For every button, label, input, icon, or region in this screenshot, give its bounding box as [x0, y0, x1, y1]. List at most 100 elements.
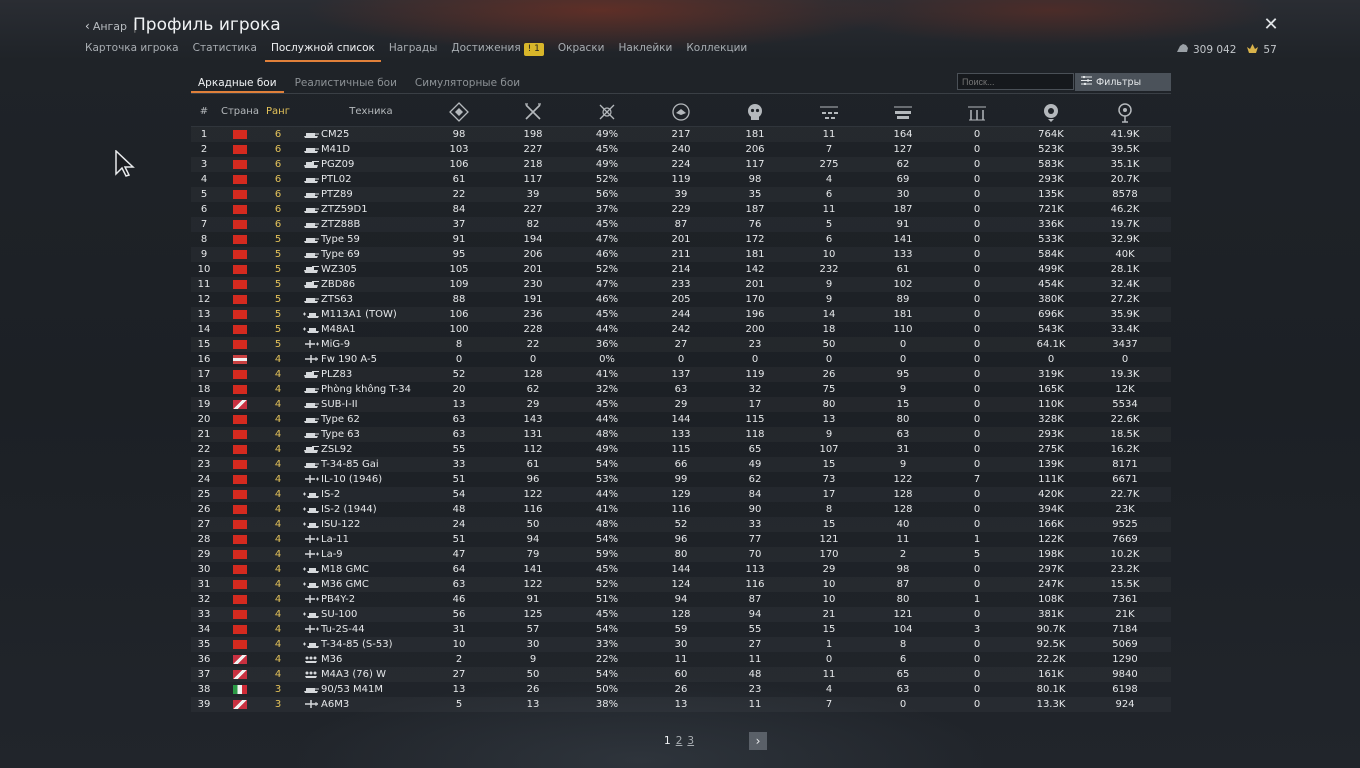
- stat-value: 46.2K: [1110, 204, 1140, 215]
- silver-lions-icon: [1176, 43, 1189, 57]
- table-row[interactable]: 4 6 PTL02 61 117 52% 119 98 4 69 0 293K 20.7K: [191, 172, 1171, 187]
- table-row[interactable]: 15 5 MiG-9 8 22 36% 27 23 50 0 0 64.1K 3437: [191, 337, 1171, 352]
- air-kills-icon[interactable]: [817, 101, 841, 123]
- table-row[interactable]: 25 4 IS-2 54 122 44% 129 84 17 128 0 420K 22.7K: [191, 487, 1171, 502]
- table-row[interactable]: 31 4 M36 GMC 63 122 52% 124 116 10 87 0 247K 15.5K: [191, 577, 1171, 592]
- table-row[interactable]: 27 4 ISU-122 24 50 48% 52 33 15 40 0 166K 9525: [191, 517, 1171, 532]
- tab-4[interactable]: Достижения! 1: [451, 40, 544, 62]
- stat-value: 8171: [1112, 459, 1138, 470]
- table-row[interactable]: 13 5 M113A1 (TOW) 106 236 45% 244 196 14 181 0 696K…: [191, 307, 1171, 322]
- table-row[interactable]: 8 5 Type 59 91 194 47% 201 172 6 141 0 533K 32.9K: [191, 232, 1171, 247]
- table-row[interactable]: 26 4 IS-2 (1944) 48 116 41% 116 90 8 128 0 394K 23K: [191, 502, 1171, 517]
- mode-tab-2[interactable]: Симуляторные бои: [414, 77, 521, 89]
- table-row[interactable]: 30 4 M18 GMC 64 141 45% 144 113 29 98 0 297K 23.2K: [191, 562, 1171, 577]
- row-number: 7: [200, 219, 208, 230]
- header-vehicle[interactable]: Техника: [349, 106, 393, 117]
- page-1-link[interactable]: 1: [664, 735, 671, 747]
- tab-7[interactable]: Коллекции: [686, 40, 747, 62]
- filters-button[interactable]: Фильтры: [1075, 73, 1171, 91]
- flag-cn-icon: [233, 610, 247, 619]
- table-row[interactable]: 7 6 ZTZ88B 37 82 45% 87 76 5 91 0 336K 19.7K: [191, 217, 1171, 232]
- tank-icon: [303, 414, 319, 424]
- ground-kills-icon[interactable]: [891, 101, 915, 123]
- stat-value: 45%: [595, 144, 619, 155]
- table-row[interactable]: 23 4 T-34-85 Gai 33 61 54% 66 49 15 9 0 139K 8171: [191, 457, 1171, 472]
- back-to-hangar-button[interactable]: ‹ Ангар |: [85, 19, 137, 33]
- page-2-link[interactable]: 2: [675, 735, 683, 747]
- table-row[interactable]: 3 6 PGZ09 106 218 49% 224 117 275 62 0 583K 35.1K: [191, 157, 1171, 172]
- vehicle-name: La-9: [321, 549, 343, 560]
- tab-3[interactable]: Награды: [389, 40, 438, 62]
- table-row[interactable]: 12 5 ZTS63 88 191 46% 205 170 9 89 0 380K 27.2K: [191, 292, 1171, 307]
- vehicle-rank: 4: [274, 534, 282, 545]
- table-row[interactable]: 21 4 Type 63 63 131 48% 133 118 9 63 0 293K 18.5K: [191, 427, 1171, 442]
- table-row[interactable]: 29 4 La-9 47 79 59% 80 70 170 2 5 198K 10.2K: [191, 547, 1171, 562]
- table-row[interactable]: 14 5 M48A1 100 228 44% 242 200 18 110 0 543K 33.4K: [191, 322, 1171, 337]
- table-row[interactable]: 1 6 CM25 98 198 49% 217 181 11 164 0 764K 41.9K: [191, 127, 1171, 142]
- mode-tab-1[interactable]: Реалистичные бои: [294, 77, 397, 89]
- table-row[interactable]: 16 4 Fw 190 A-5 0 0 0% 0 0 0 0 0 0 0: [191, 352, 1171, 367]
- search-input[interactable]: [957, 73, 1074, 90]
- mode-tab-0[interactable]: Аркадные бои: [191, 72, 284, 93]
- naval-kills-icon[interactable]: [965, 101, 989, 123]
- table-row[interactable]: 11 5 ZBD86 109 230 47% 233 201 9 102 0 454K 32.4K: [191, 277, 1171, 292]
- battles-icon[interactable]: [447, 101, 471, 123]
- close-button[interactable]: ✕: [1263, 14, 1279, 35]
- table-row[interactable]: 24 4 IL-10 (1946) 51 96 53% 99 62 73 122 7 111K 6671: [191, 472, 1171, 487]
- respawns-icon[interactable]: [669, 101, 693, 123]
- table-row[interactable]: 35 4 T-34-85 (S-53) 10 30 33% 30 27 1 8 0 92.5K 5069: [191, 637, 1171, 652]
- tab-1[interactable]: Статистика: [193, 40, 257, 62]
- row-number: 33: [197, 609, 211, 620]
- stat-value: 63: [452, 579, 466, 590]
- table-row[interactable]: 32 4 PB4Y-2 46 91 51% 94 87 10 80 1 108K 7361: [191, 592, 1171, 607]
- page-3-link[interactable]: 3: [687, 735, 695, 747]
- table-row[interactable]: 19 4 SUB-I-II 13 29 45% 29 17 80 15 0 110K 5534: [191, 397, 1171, 412]
- stat-value: 108K: [1038, 594, 1064, 605]
- table-row[interactable]: 9 5 Type 69 95 206 46% 211 181 10 133 0 584K 40K: [191, 247, 1171, 262]
- activity-icon[interactable]: [1039, 101, 1063, 123]
- table-row[interactable]: 20 4 Type 62 63 143 44% 144 115 13 80 0 328K 22.6K: [191, 412, 1171, 427]
- stat-value: 6671: [1112, 474, 1138, 485]
- deaths-icon[interactable]: [743, 101, 767, 123]
- stat-value: 380K: [1038, 294, 1064, 305]
- stat-value: 23K: [1115, 504, 1135, 515]
- table-row[interactable]: 39 3 A6M3 5 13 38% 13 11 7 0 0 13.3K 924: [191, 697, 1171, 712]
- table-row[interactable]: 17 4 PLZ83 52 128 41% 137 119 26 95 0 319K 19.3K: [191, 367, 1171, 382]
- stat-value: 319K: [1038, 369, 1064, 380]
- back-label: Ангар: [92, 19, 128, 33]
- tab-5[interactable]: Окраски: [558, 40, 605, 62]
- stat-value: 39.5K: [1110, 144, 1140, 155]
- tab-6[interactable]: Наклейки: [619, 40, 673, 62]
- stat-value: 11: [748, 654, 762, 665]
- victories-icon[interactable]: [521, 101, 545, 123]
- tab-2[interactable]: Послужной список: [264, 40, 381, 62]
- table-row[interactable]: 37 4 M4A3 (76) W 27 50 54% 60 48 11 65 0 161K 9840: [191, 667, 1171, 682]
- table-body: 1 6 CM25 98 198 49% 217 181 11 164 0 764K 41.9K 2 6 M41…: [191, 127, 1171, 712]
- stat-value: 17: [822, 489, 836, 500]
- header-number[interactable]: #: [199, 106, 209, 117]
- table-row[interactable]: 22 4 ZSL92 55 112 49% 115 65 107 31 0 275K 16.2K: [191, 442, 1171, 457]
- table-row[interactable]: 36 4 M36 2 9 22% 11 11 0 6 0 22.2K 1290: [191, 652, 1171, 667]
- table-row[interactable]: 2 6 M41D 103 227 45% 240 206 7 127 0 523K 39.5K: [191, 142, 1171, 157]
- table-row[interactable]: 33 4 SU-100 56 125 45% 128 94 21 121 0 381K 21K: [191, 607, 1171, 622]
- win-rate-icon[interactable]: [595, 101, 619, 123]
- research-icon[interactable]: [1113, 101, 1137, 123]
- stat-value: 48%: [595, 429, 619, 440]
- stat-value: 5534: [1112, 399, 1138, 410]
- table-row[interactable]: 28 4 La-11 51 94 54% 96 77 121 11 1 122K 7669: [191, 532, 1171, 547]
- table-row[interactable]: 5 6 PTZ89 22 39 56% 39 35 6 30 0 135K 8578: [191, 187, 1171, 202]
- tab-0[interactable]: Карточка игрока: [85, 40, 179, 62]
- stat-value: 80.1K: [1036, 684, 1066, 695]
- table-row[interactable]: 6 6 ZTZ59D1 84 227 37% 229 187 11 187 0 721K 46.2K: [191, 202, 1171, 217]
- header-country[interactable]: Страна: [221, 106, 259, 117]
- table-row[interactable]: 10 5 WZ305 105 201 52% 214 142 232 61 0 499K 28.1K: [191, 262, 1171, 277]
- stat-value: 217: [671, 129, 691, 140]
- header-rank[interactable]: Ранг: [266, 106, 290, 117]
- table-row[interactable]: 38 3 90/53 M41M 13 26 50% 26 23 4 63 0 80.1K 6198: [191, 682, 1171, 697]
- stat-value: 247K: [1038, 579, 1064, 590]
- table-row[interactable]: 34 4 Tu-2S-44 31 57 54% 59 55 15 104 3 90.7K 7184: [191, 622, 1171, 637]
- vehicle-rank: 4: [274, 459, 282, 470]
- table-row[interactable]: 18 4 Phòng không T-34 20 62 32% 63 32 75 9 0 165K 12…: [191, 382, 1171, 397]
- stat-value: 0: [899, 354, 907, 365]
- next-page-button[interactable]: ›: [749, 732, 767, 750]
